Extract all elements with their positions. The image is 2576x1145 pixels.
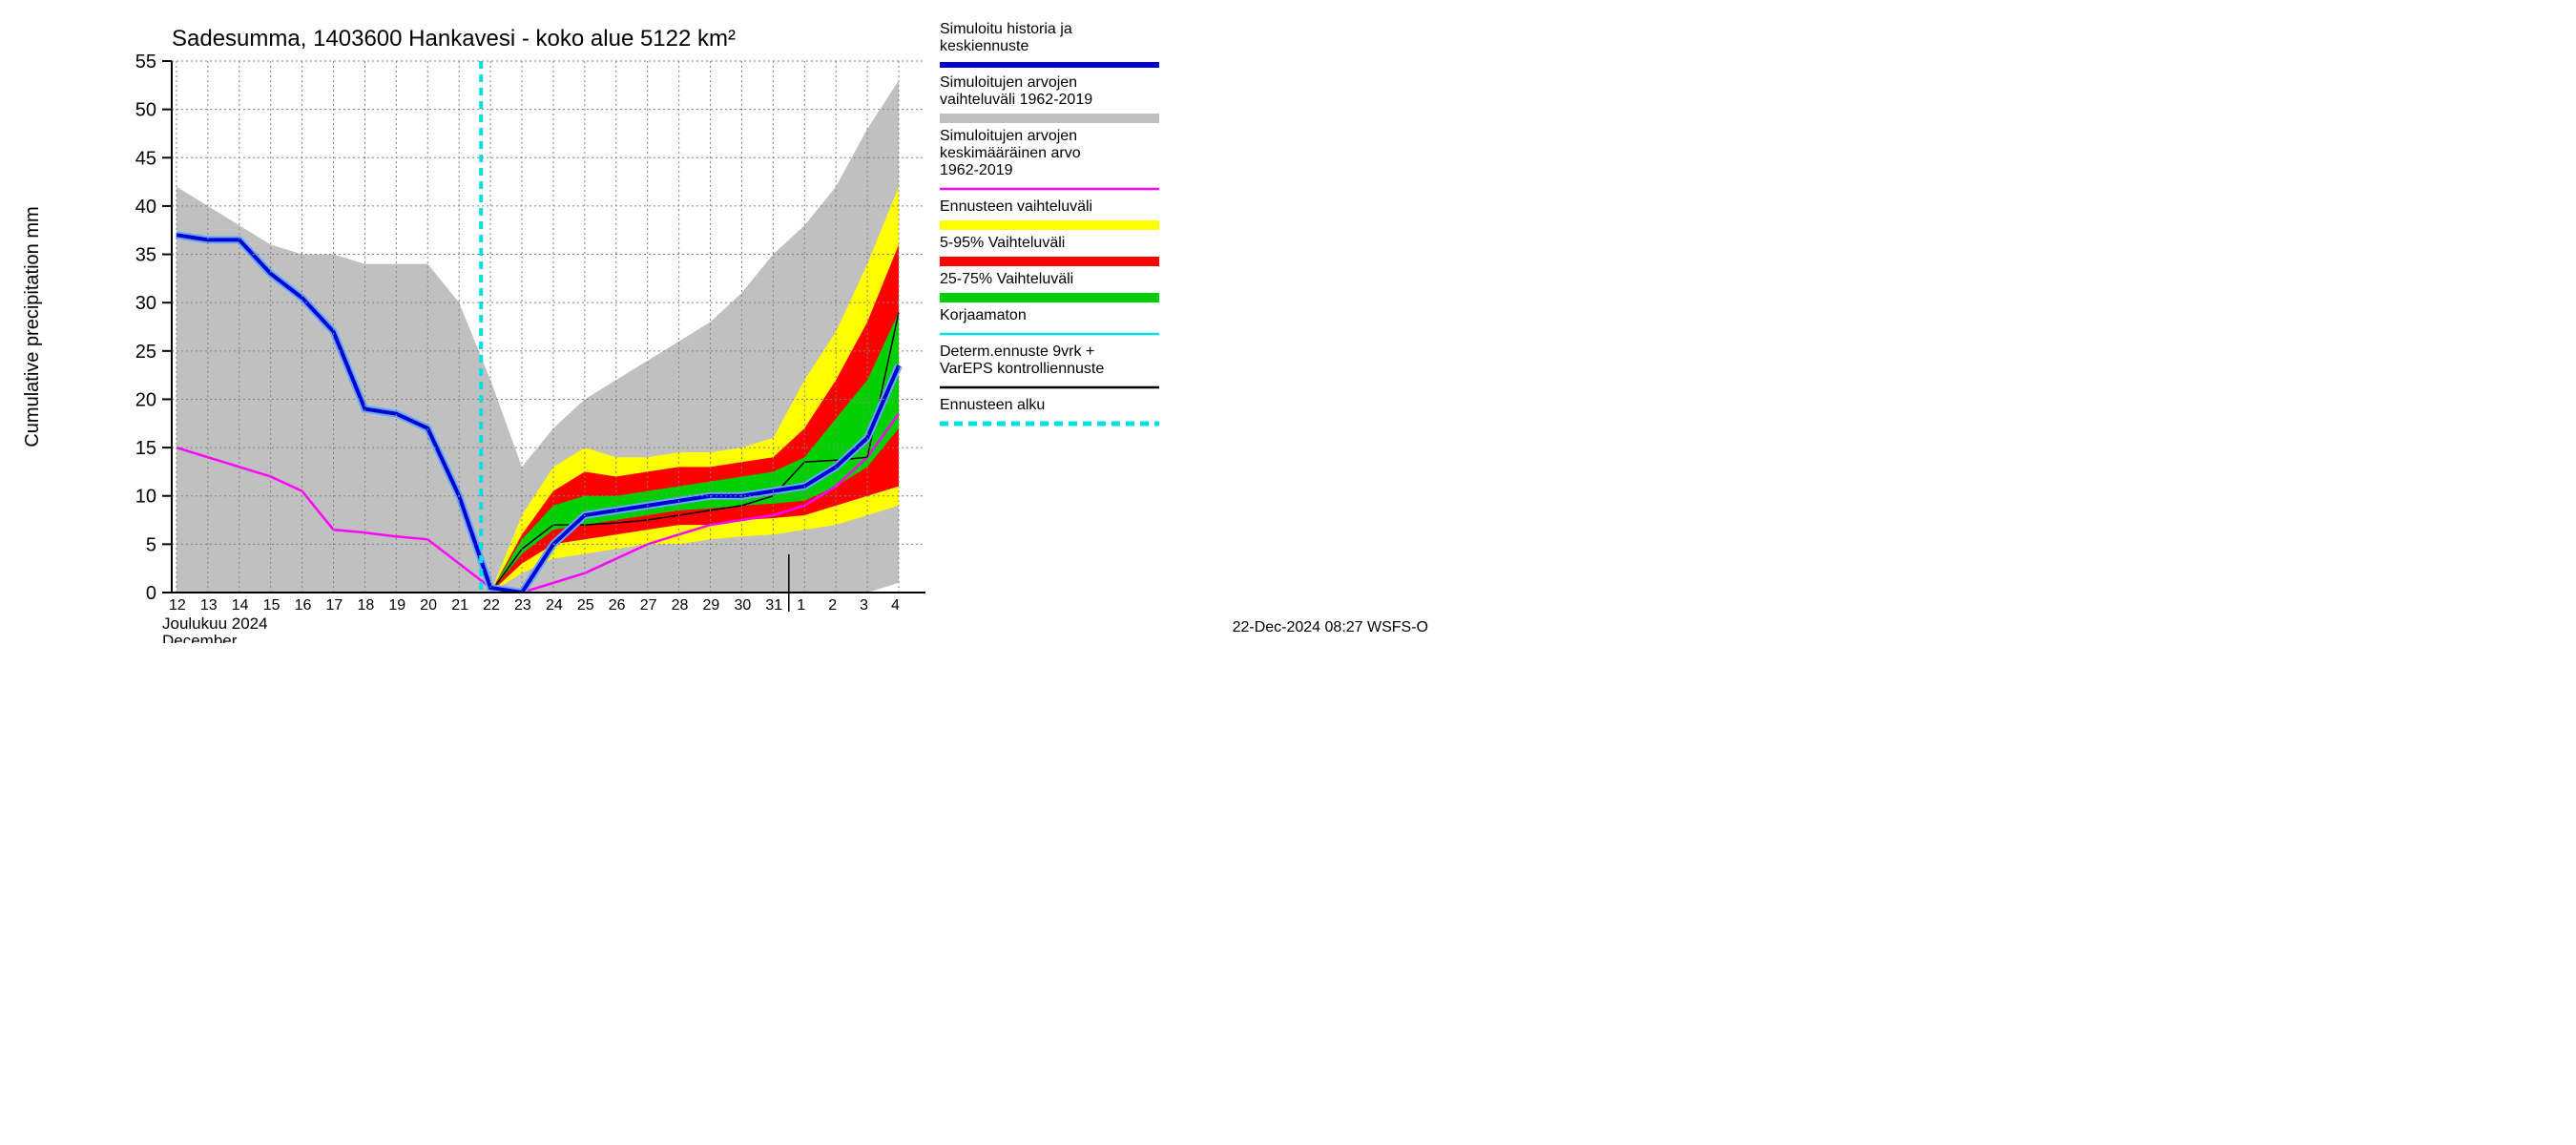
x-tick-label: 15 xyxy=(263,597,280,614)
y-tick-label: 50 xyxy=(135,100,156,121)
legend-label: vaihteluväli 1962-2019 xyxy=(940,92,1092,108)
x-tick-label: 26 xyxy=(609,597,626,614)
x-tick-label: 24 xyxy=(546,597,563,614)
legend-swatch xyxy=(940,220,1159,230)
y-tick-label: 0 xyxy=(146,583,156,604)
x-tick-label: 23 xyxy=(514,597,531,614)
legend-label: Ennusteen vaihteluväli xyxy=(940,198,1092,215)
precipitation-chart: 0510152025303540455055121314151617181920… xyxy=(0,0,1447,643)
legend-label: keskiennuste xyxy=(940,38,1028,54)
y-tick-label: 10 xyxy=(135,487,156,508)
y-tick-label: 25 xyxy=(135,342,156,363)
legend-label: Simuloitujen arvojen xyxy=(940,74,1077,91)
x-tick-label: 20 xyxy=(420,597,437,614)
x-tick-label: 16 xyxy=(295,597,312,614)
legend-label: Ennusteen alku xyxy=(940,397,1045,413)
x-tick-label: 27 xyxy=(640,597,657,614)
x-tick-label: 25 xyxy=(577,597,594,614)
x-tick-label: 17 xyxy=(326,597,343,614)
legend-swatch xyxy=(940,257,1159,266)
chart-title: Sadesumma, 1403600 Hankavesi - koko alue… xyxy=(172,26,736,52)
y-tick-label: 40 xyxy=(135,197,156,218)
x-tick-label: 19 xyxy=(388,597,405,614)
x-tick-label: 28 xyxy=(672,597,689,614)
chart-footer: 22-Dec-2024 08:27 WSFS-O xyxy=(1233,619,1428,635)
y-tick-label: 35 xyxy=(135,245,156,266)
x-tick-label: 12 xyxy=(169,597,186,614)
legend-label: Simuloitujen arvojen xyxy=(940,128,1077,144)
legend-swatch xyxy=(940,293,1159,302)
legend-label: 5-95% Vaihteluväli xyxy=(940,235,1065,251)
y-tick-label: 30 xyxy=(135,293,156,314)
y-tick-label: 55 xyxy=(135,52,156,73)
x-tick-label: 18 xyxy=(357,597,374,614)
legend-label: Korjaamaton xyxy=(940,307,1027,323)
x-tick-label: 30 xyxy=(734,597,751,614)
legend-swatch xyxy=(940,114,1159,123)
legend-label: 1962-2019 xyxy=(940,162,1013,178)
x-tick-label: 1 xyxy=(797,597,805,614)
y-tick-label: 45 xyxy=(135,148,156,169)
legend-label: 25-75% Vaihteluväli xyxy=(940,271,1073,287)
x-axis-label-en: December xyxy=(162,632,238,643)
x-tick-label: 29 xyxy=(703,597,720,614)
y-tick-label: 15 xyxy=(135,438,156,459)
x-axis-label-fi: Joulukuu 2024 xyxy=(162,614,268,633)
x-tick-label: 31 xyxy=(765,597,782,614)
y-tick-label: 5 xyxy=(146,534,156,555)
x-tick-label: 2 xyxy=(828,597,837,614)
x-tick-label: 4 xyxy=(891,597,900,614)
x-tick-label: 13 xyxy=(200,597,218,614)
legend-label: VarEPS kontrolliennuste xyxy=(940,361,1104,377)
x-tick-label: 21 xyxy=(451,597,468,614)
x-tick-label: 3 xyxy=(860,597,868,614)
x-tick-label: 22 xyxy=(483,597,500,614)
legend-label: Simuloitu historia ja xyxy=(940,21,1072,37)
x-tick-label: 14 xyxy=(232,597,249,614)
y-tick-label: 20 xyxy=(135,389,156,410)
legend-label: Determ.ennuste 9vrk + xyxy=(940,344,1094,360)
legend-label: keskimääräinen arvo xyxy=(940,145,1081,161)
y-axis-label: Cumulative precipitation mm xyxy=(22,206,43,447)
chart-container: 0510152025303540455055121314151617181920… xyxy=(0,0,1447,643)
